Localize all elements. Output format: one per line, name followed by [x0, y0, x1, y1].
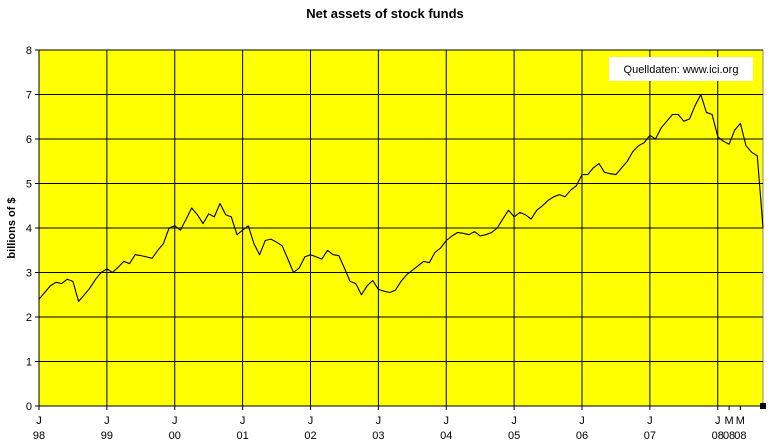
y-tick-label: 2: [26, 312, 32, 324]
annotation-background: [609, 57, 753, 81]
y-tick-label: 6: [26, 134, 32, 146]
series-group: [38, 93, 764, 302]
x-tick-label-top: J: [308, 415, 314, 427]
x-tick-label-top: J: [172, 415, 178, 427]
source-annotation-box: Quelldaten: www.ici.org: [609, 57, 753, 81]
x-tick-label-top: M: [724, 415, 733, 427]
x-tick-label-bottom: 08: [734, 430, 746, 442]
x-tick-label-top: J: [36, 415, 42, 427]
y-axis-label: billions of $: [6, 197, 18, 258]
x-tick-label-bottom: 02: [304, 430, 316, 442]
x-tick-label-bottom: 04: [440, 430, 452, 442]
x-tick-label-top: J: [376, 415, 382, 427]
x-tick-label-top: J: [240, 415, 246, 427]
annotation-text: Quelldaten: www.ici.org: [624, 64, 739, 76]
horizontal-gridlines: [39, 49, 763, 362]
x-tick-label-top: J: [104, 415, 110, 427]
vertical-gridlines: [106, 50, 719, 406]
x-tick-label-top: J: [444, 415, 450, 427]
y-tick-label: 4: [26, 223, 32, 235]
x-tick-label-bottom: 00: [169, 430, 181, 442]
x-tick-label-top: J: [579, 415, 585, 427]
x-tick-label-bottom: 98: [33, 430, 45, 442]
series-end-marker: [760, 403, 766, 409]
y-tick-label: 5: [26, 179, 32, 191]
y-tick-label: 7: [26, 90, 32, 102]
x-tick-label-bottom: 08: [712, 430, 724, 442]
y-tick-label: 0: [26, 401, 32, 413]
x-tick-label-bottom: 99: [101, 430, 113, 442]
y-tick-label: 3: [26, 268, 32, 280]
x-tick-label-top: J: [715, 415, 721, 427]
chart-title: Net assets of stock funds: [306, 6, 464, 21]
net-assets-line: [38, 93, 764, 302]
x-tick-label-bottom: 06: [576, 430, 588, 442]
x-tick-label-bottom: 07: [644, 430, 656, 442]
y-tick-label: 8: [26, 45, 32, 57]
y-axis-ticks: 0 1 2 3 4 5 6 7 8: [26, 45, 39, 413]
x-tick-label-bottom: 01: [237, 430, 249, 442]
x-tick-label-bottom: 08: [723, 430, 735, 442]
x-tick-label-top: J: [511, 415, 517, 427]
x-tick-label-bottom: 05: [508, 430, 520, 442]
x-tick-label-top: J: [647, 415, 653, 427]
y-tick-label: 1: [26, 357, 32, 369]
x-tick-label-top: M: [736, 415, 745, 427]
x-tick-label-bottom: 03: [372, 430, 384, 442]
